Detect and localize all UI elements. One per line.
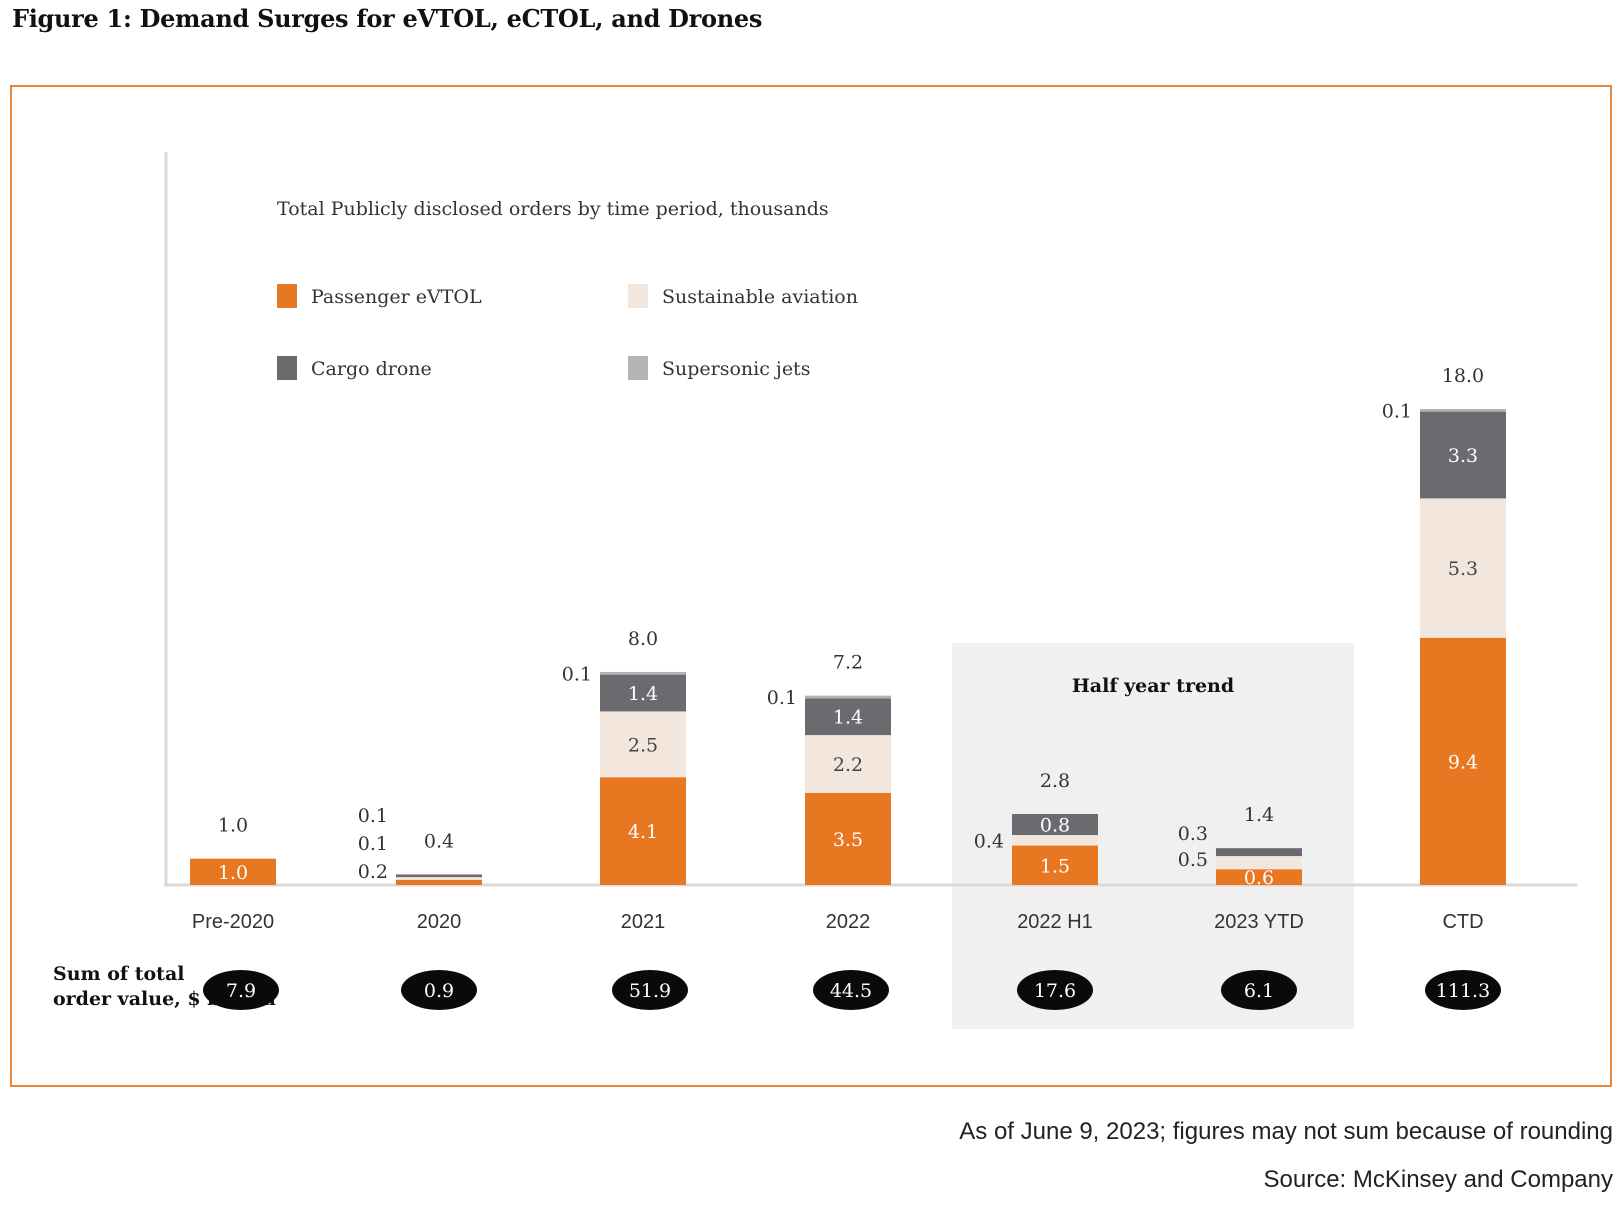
bar-2021-cargo-drone — [600, 674, 686, 712]
bar-2022-h1-sustainable-aviation — [1012, 835, 1098, 846]
bar-2021-sustainable-aviation — [600, 711, 686, 778]
highlight-label: Half year trend — [1072, 675, 1234, 697]
source-note: Source: McKinsey and Company — [1263, 1166, 1614, 1193]
bar-2021-passenger-evtol — [600, 777, 686, 885]
legend-swatch-supersonic-jets — [628, 356, 648, 380]
order-value-text-2020: 0.9 — [424, 980, 454, 1002]
order-value-pill-ctd — [1425, 970, 1501, 1010]
segment-label-2022-cargo-drone: 1.4 — [833, 707, 863, 729]
segment-label-2023-ytd-sustainable-aviation: 0.5 — [1178, 849, 1208, 871]
segment-label-2022-h1-passenger-evtol: 1.5 — [1040, 855, 1070, 877]
bar-ctd-passenger-evtol — [1420, 637, 1506, 885]
segment-label-ctd-cargo-drone: 3.3 — [1448, 445, 1478, 467]
bar-2022-passenger-evtol — [805, 792, 891, 885]
segment-label-2022-sustainable-aviation: 2.2 — [833, 754, 863, 776]
segment-label-2021-cargo-drone: 1.4 — [628, 683, 658, 705]
segment-label-2020-cargo-drone: 0.1 — [358, 805, 388, 827]
legend-label-sustainable-aviation: Sustainable aviation — [662, 286, 858, 308]
bar-2023-ytd-sustainable-aviation — [1216, 856, 1302, 870]
segment-label-ctd-sustainable-aviation: 5.3 — [1448, 558, 1478, 580]
x-tick-label-2022-h1: 2022 H1 — [1017, 911, 1093, 933]
total-label-2023-ytd: 1.4 — [1244, 804, 1274, 826]
legend-label-supersonic-jets: Supersonic jets — [662, 358, 810, 380]
x-tick-label-2020: 2020 — [417, 911, 462, 933]
bar-2020-passenger-evtol — [396, 879, 482, 885]
segment-label-2020-sustainable-aviation: 0.1 — [358, 833, 388, 855]
segment-label-2021-passenger-evtol: 4.1 — [628, 821, 658, 843]
bar-2020-sustainable-aviation — [396, 877, 482, 880]
x-tick-label-pre-2020: Pre-2020 — [192, 911, 274, 933]
segment-label-ctd-passenger-evtol: 9.4 — [1448, 751, 1478, 773]
order-value-pill-2020 — [401, 970, 477, 1010]
x-tick-label-ctd: CTD — [1442, 911, 1483, 933]
order-value-text-pre-2020: 7.9 — [226, 980, 256, 1002]
legend-swatch-sustainable-aviation — [628, 284, 648, 308]
order-value-text-ctd: 111.3 — [1436, 980, 1490, 1002]
legend-swatch-passenger-evtol — [277, 284, 297, 308]
x-tick-label-2023-ytd: 2023 YTD — [1214, 911, 1304, 933]
order-value-text-2022-h1: 17.6 — [1034, 980, 1076, 1002]
bar-2022-cargo-drone — [805, 698, 891, 736]
total-label-ctd: 18.0 — [1442, 365, 1484, 387]
legend-swatch-cargo-drone — [277, 356, 297, 380]
bar-ctd-supersonic-jets — [1420, 408, 1506, 412]
order-value-text-2021: 51.9 — [629, 980, 671, 1002]
segment-label-2020-passenger-evtol: 0.2 — [358, 861, 388, 883]
bar-2022-supersonic-jets — [805, 695, 891, 699]
order-value-pill-2021 — [612, 970, 688, 1010]
order-value-pill-2023-ytd — [1221, 970, 1297, 1010]
chart-frame — [10, 85, 1612, 1087]
bar-pre-2020-passenger-evtol — [190, 858, 276, 885]
segment-label-2021-supersonic-jets: 0.1 — [562, 663, 592, 685]
total-label-2022-h1: 2.8 — [1040, 770, 1070, 792]
bar-ctd-sustainable-aviation — [1420, 498, 1506, 638]
segment-label-2022-supersonic-jets: 0.1 — [767, 687, 797, 709]
bar-2023-ytd-cargo-drone — [1216, 848, 1302, 857]
bar-2022-h1-passenger-evtol — [1012, 845, 1098, 885]
segment-label-2023-ytd-cargo-drone: 0.3 — [1178, 823, 1208, 845]
bar-2022-sustainable-aviation — [805, 735, 891, 793]
segment-label-pre-2020-passenger-evtol: 1.0 — [218, 862, 248, 884]
order-value-text-2023-ytd: 6.1 — [1244, 980, 1274, 1002]
total-label-2020: 0.4 — [424, 830, 454, 852]
footnote: As of June 9, 2023; figures may not sum … — [959, 1118, 1613, 1145]
bar-ctd-cargo-drone — [1420, 411, 1506, 499]
segment-label-ctd-supersonic-jets: 0.1 — [1382, 400, 1412, 422]
order-value-pill-pre-2020 — [203, 970, 279, 1010]
legend-label-cargo-drone: Cargo drone — [311, 358, 432, 380]
bar-2021-supersonic-jets — [600, 671, 686, 675]
total-label-pre-2020: 1.0 — [218, 815, 248, 837]
bar-2023-ytd-passenger-evtol — [1216, 869, 1302, 885]
bar-2022-h1-cargo-drone — [1012, 813, 1098, 836]
total-label-2022: 7.2 — [833, 652, 863, 674]
order-value-label-line-1: Sum of total — [53, 963, 184, 985]
x-tick-label-2022: 2022 — [826, 911, 871, 933]
legend-label-passenger-evtol: Passenger eVTOL — [311, 286, 482, 308]
segment-label-2022-h1-sustainable-aviation: 0.4 — [974, 830, 1004, 852]
figure-title: Figure 1: Demand Surges for eVTOL, eCTOL… — [12, 4, 763, 33]
bar-2020-cargo-drone — [396, 874, 482, 878]
order-value-pill-2022 — [813, 970, 889, 1010]
order-value-pill-2022-h1 — [1017, 970, 1093, 1010]
segment-label-2021-sustainable-aviation: 2.5 — [628, 734, 658, 756]
segment-label-2022-h1-cargo-drone: 0.8 — [1040, 815, 1070, 837]
segment-label-2023-ytd-passenger-evtol: 0.6 — [1244, 867, 1274, 889]
segment-label-2022-passenger-evtol: 3.5 — [833, 829, 863, 851]
x-tick-label-2021: 2021 — [621, 911, 666, 933]
chart-subtitle: Total Publicly disclosed orders by time … — [277, 198, 829, 220]
total-label-2021: 8.0 — [628, 628, 658, 650]
order-value-text-2022: 44.5 — [830, 980, 872, 1002]
